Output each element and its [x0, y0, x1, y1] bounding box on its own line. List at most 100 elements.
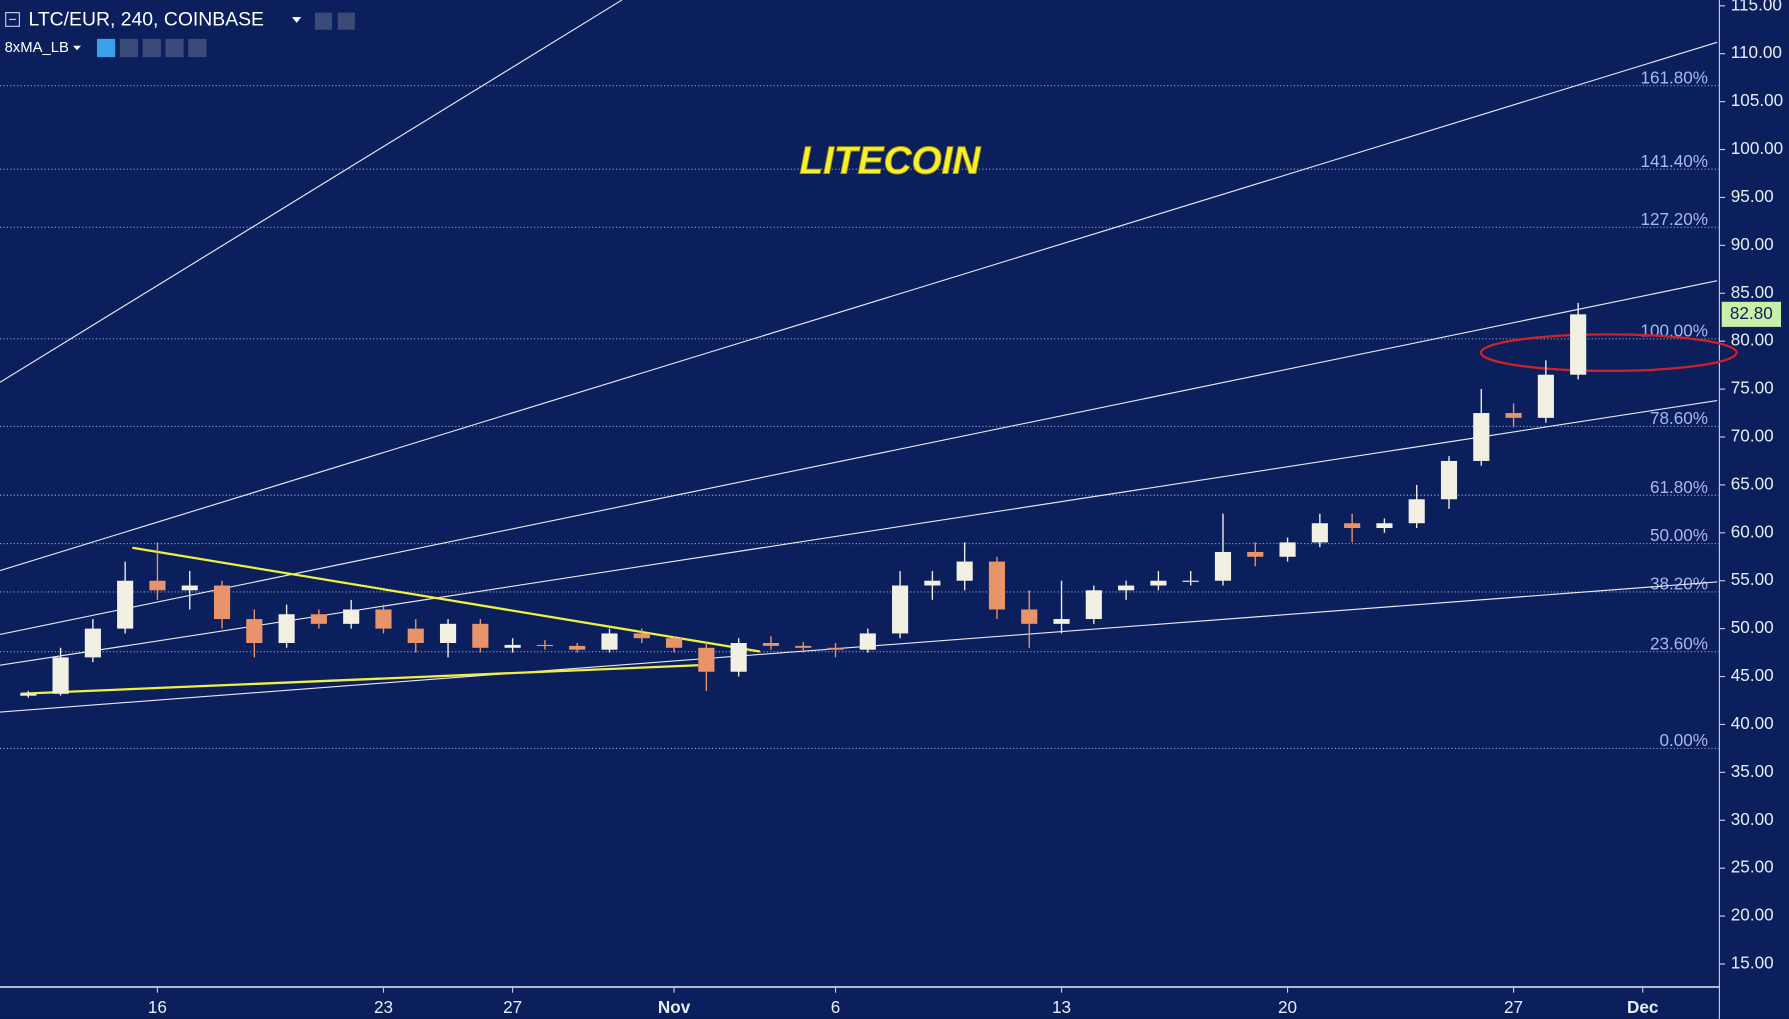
fib-level-label: 23.60%: [1650, 634, 1708, 653]
chart-title: LITECOIN: [799, 139, 981, 182]
candle-body: [892, 585, 909, 634]
y-tick-label: 30.00: [1731, 810, 1774, 829]
y-tick-label: 60.00: [1731, 522, 1774, 541]
indicator-source-button[interactable]: [142, 38, 161, 58]
candle-body: [1053, 619, 1070, 624]
symbol-label[interactable]: LTC/EUR, 240, COINBASE: [29, 9, 265, 31]
candle-body: [407, 628, 424, 644]
x-tick-label: 23: [374, 998, 393, 1017]
settings-button[interactable]: [337, 12, 355, 30]
candle-body: [1279, 542, 1296, 557]
candle-body: [730, 643, 747, 672]
highlight-ellipse: [1479, 333, 1738, 373]
symbol-dropdown[interactable]: [292, 17, 302, 23]
candle-body: [1085, 590, 1102, 620]
y-tick-label: 65.00: [1731, 474, 1774, 493]
candle-body: [181, 585, 198, 591]
fib-level-label: 127.20%: [1640, 210, 1708, 229]
candle-body: [956, 561, 973, 581]
x-tick-label: 20: [1278, 998, 1297, 1017]
y-tick-label: 45.00: [1731, 666, 1774, 685]
x-tick-label: 27: [1504, 998, 1523, 1017]
candle-body: [988, 561, 1006, 610]
candle-body: [1537, 374, 1554, 418]
fib-level-label: 38.20%: [1650, 575, 1708, 594]
candle-body: [698, 647, 715, 672]
trend-line: [0, 41, 1718, 572]
candle-body: [84, 628, 101, 658]
candle-body: [20, 693, 37, 696]
candles: [20, 302, 1587, 698]
visibility-button[interactable]: [314, 12, 333, 30]
fib-level-label: 78.60%: [1650, 409, 1708, 428]
candle-body: [278, 614, 295, 644]
triangle-line: [20, 664, 699, 695]
fib-level-label: 0.00%: [1659, 731, 1708, 750]
y-tick-label: 95.00: [1731, 187, 1774, 206]
candle-body: [213, 585, 231, 620]
collapse-button[interactable]: [5, 12, 20, 27]
candle-body: [1247, 551, 1264, 557]
candle-body: [827, 647, 844, 650]
y-tick-label: 85.00: [1731, 283, 1774, 302]
header: LTC/EUR, 240, COINBASE 8xMA_LB: [5, 9, 355, 58]
candle-body: [375, 609, 392, 629]
axes: 15.00 20.00 25.00 30.00 35.00 40.00 45.00 50.00…: [148, 0, 1783, 1017]
candle-body: [795, 645, 812, 648]
indicator-label[interactable]: 8xMA_LB: [5, 40, 69, 56]
candle-body: [762, 643, 780, 646]
candle-body: [859, 633, 876, 650]
y-tick-label: 100.00: [1731, 139, 1783, 158]
candle-body: [1214, 551, 1232, 581]
y-tick-label: 75.00: [1731, 379, 1774, 398]
candle-body: [1118, 585, 1135, 591]
candle-body: [149, 580, 166, 591]
indicator-visibility-button[interactable]: [96, 38, 116, 58]
candle-body: [569, 645, 586, 650]
y-tick-label: 20.00: [1731, 906, 1774, 925]
candle-body: [601, 633, 618, 650]
candle-body: [924, 580, 941, 586]
trend-line: [0, 280, 1718, 635]
candle-body: [343, 609, 360, 624]
candle-body: [117, 580, 134, 629]
y-tick-label: 55.00: [1731, 570, 1774, 589]
y-tick-label: 40.00: [1731, 714, 1774, 733]
candle-body: [665, 638, 683, 648]
candle-body: [1473, 413, 1490, 461]
trend-line: [0, 0, 623, 383]
candle-body: [504, 644, 521, 648]
fib-level-label: 161.80%: [1640, 68, 1708, 87]
y-tick-label: 115.00: [1731, 0, 1782, 14]
last-price-label: 82.80: [1730, 304, 1773, 323]
y-tick-label: 25.00: [1731, 858, 1774, 877]
x-tick-label: 27: [503, 998, 522, 1017]
indicator-remove-button[interactable]: [188, 38, 207, 58]
candle-body: [439, 623, 457, 644]
candle-body: [1311, 523, 1328, 543]
y-tick-label: 105.00: [1731, 91, 1783, 110]
candle-body: [536, 644, 553, 647]
triangle: [20, 546, 761, 695]
candle-body: [1344, 523, 1361, 529]
trend-line: [0, 581, 1718, 713]
candle-body: [1505, 413, 1522, 418]
indicator-dropdown[interactable]: [73, 45, 82, 51]
x-tick-label: 13: [1052, 998, 1071, 1017]
y-tick-label: 90.00: [1731, 235, 1774, 254]
indicator-settings-button[interactable]: [119, 38, 139, 58]
candle-body: [1021, 609, 1038, 624]
y-tick-label: 110.00: [1731, 43, 1782, 62]
y-tick-label: 80.00: [1731, 331, 1774, 350]
x-tick-label: Nov: [658, 998, 691, 1017]
candle-body: [1570, 314, 1587, 375]
x-tick-label: Dec: [1627, 998, 1659, 1017]
candle-body: [52, 657, 69, 694]
x-tick-label: 6: [831, 998, 841, 1017]
triangle-line: [132, 546, 761, 653]
candle-body: [310, 614, 327, 624]
indicator-add-button[interactable]: [165, 38, 184, 58]
